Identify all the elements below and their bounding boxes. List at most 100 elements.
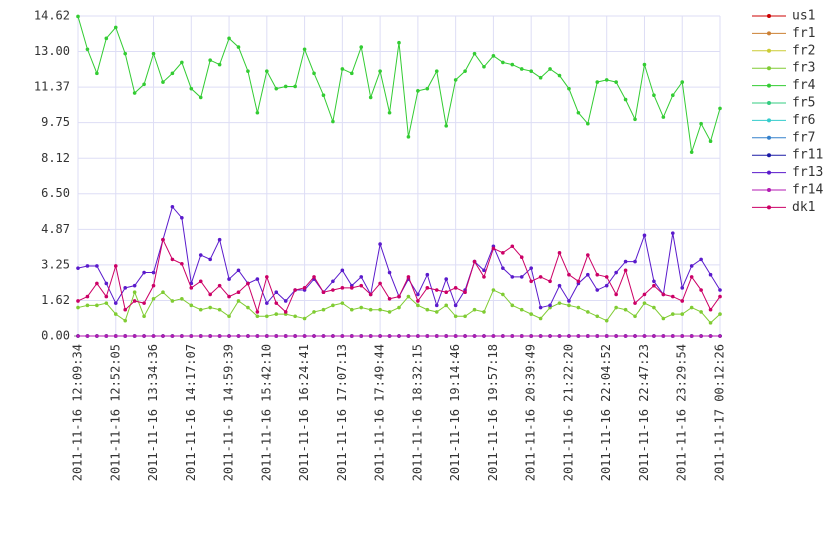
data-point (670, 93, 675, 98)
data-point (444, 124, 449, 128)
data-point (170, 257, 175, 262)
data-point (255, 110, 260, 115)
data-point (265, 334, 269, 338)
x-tick-label: 2011-11-16 12:09:34 (71, 344, 85, 481)
data-point (670, 231, 675, 235)
data-point (76, 305, 80, 310)
data-point (274, 301, 279, 305)
x-tick-label: 2011-11-16 18:32:15 (410, 344, 424, 481)
data-point (208, 58, 212, 63)
data-point (680, 334, 685, 338)
data-point (198, 279, 203, 284)
data-point (397, 334, 401, 338)
data-point (699, 121, 703, 126)
data-point (567, 299, 571, 303)
data-point (113, 264, 118, 268)
data-point (283, 299, 288, 303)
data-point (85, 264, 90, 268)
data-point (123, 307, 128, 312)
data-point (274, 334, 279, 338)
x-tick-label: 2011-11-16 19:57:18 (486, 344, 500, 481)
data-point (113, 312, 118, 316)
data-point (491, 288, 496, 292)
data-point (85, 47, 90, 52)
data-point (538, 75, 543, 80)
data-point (548, 279, 552, 284)
data-point (444, 277, 449, 281)
data-point (95, 264, 99, 268)
data-point (614, 305, 618, 310)
data-point (387, 310, 392, 314)
data-point (283, 310, 288, 314)
data-point (538, 334, 543, 338)
x-tick-label: 2011-11-16 17:49:44 (373, 344, 387, 481)
data-point (274, 86, 279, 91)
x-tick-label: 2011-11-16 14:17:07 (184, 344, 198, 481)
data-point (548, 67, 552, 71)
legend-marker (767, 101, 771, 105)
data-point (623, 97, 628, 102)
data-point (586, 253, 590, 257)
data-point (104, 281, 109, 286)
data-point (151, 283, 156, 288)
data-point (491, 334, 496, 338)
data-point (557, 73, 562, 78)
data-point (482, 334, 486, 338)
data-point (331, 334, 335, 338)
data-point (293, 288, 297, 292)
data-point (368, 292, 373, 297)
data-point (208, 292, 212, 297)
data-point (104, 36, 109, 41)
data-point (217, 283, 222, 288)
data-point (444, 290, 449, 295)
data-point (85, 303, 90, 308)
data-point (708, 139, 713, 143)
data-point (633, 334, 637, 338)
data-point (670, 294, 675, 299)
data-point (378, 281, 382, 286)
data-point (642, 292, 647, 297)
data-point (416, 303, 420, 308)
data-point (189, 334, 194, 338)
data-point (586, 272, 590, 277)
data-point (604, 78, 609, 82)
data-point (255, 277, 260, 281)
legend-label: fr2 (792, 43, 815, 58)
data-point (189, 86, 194, 91)
data-point (387, 296, 392, 301)
data-point (406, 294, 411, 299)
y-tick-label: 4.87 (41, 222, 70, 236)
data-point (416, 292, 420, 297)
data-point (557, 251, 562, 255)
data-point (689, 150, 694, 154)
data-point (425, 307, 430, 312)
data-point (349, 286, 354, 290)
x-tick-label: 2011-11-16 19:14:46 (448, 344, 462, 481)
data-point (548, 334, 552, 338)
data-point (699, 334, 703, 338)
data-point (425, 272, 430, 277)
data-point (180, 261, 184, 266)
data-point (699, 257, 703, 262)
data-point (652, 305, 656, 310)
data-point (198, 334, 203, 338)
legend-label: dk1 (792, 200, 815, 215)
data-point (113, 301, 118, 305)
data-point (699, 310, 703, 314)
data-point (340, 301, 345, 305)
data-point (642, 301, 647, 305)
data-point (576, 334, 581, 338)
data-point (198, 307, 203, 312)
x-tick-label: 2011-11-16 22:04:52 (599, 344, 613, 481)
data-point (501, 60, 505, 65)
data-point (680, 312, 685, 316)
data-point (416, 334, 420, 338)
data-point (652, 279, 656, 284)
data-point (642, 233, 647, 238)
data-point (416, 299, 420, 303)
data-point (538, 305, 543, 310)
data-point (368, 307, 373, 312)
data-point (680, 299, 685, 303)
data-point (689, 275, 694, 279)
data-point (312, 71, 316, 76)
